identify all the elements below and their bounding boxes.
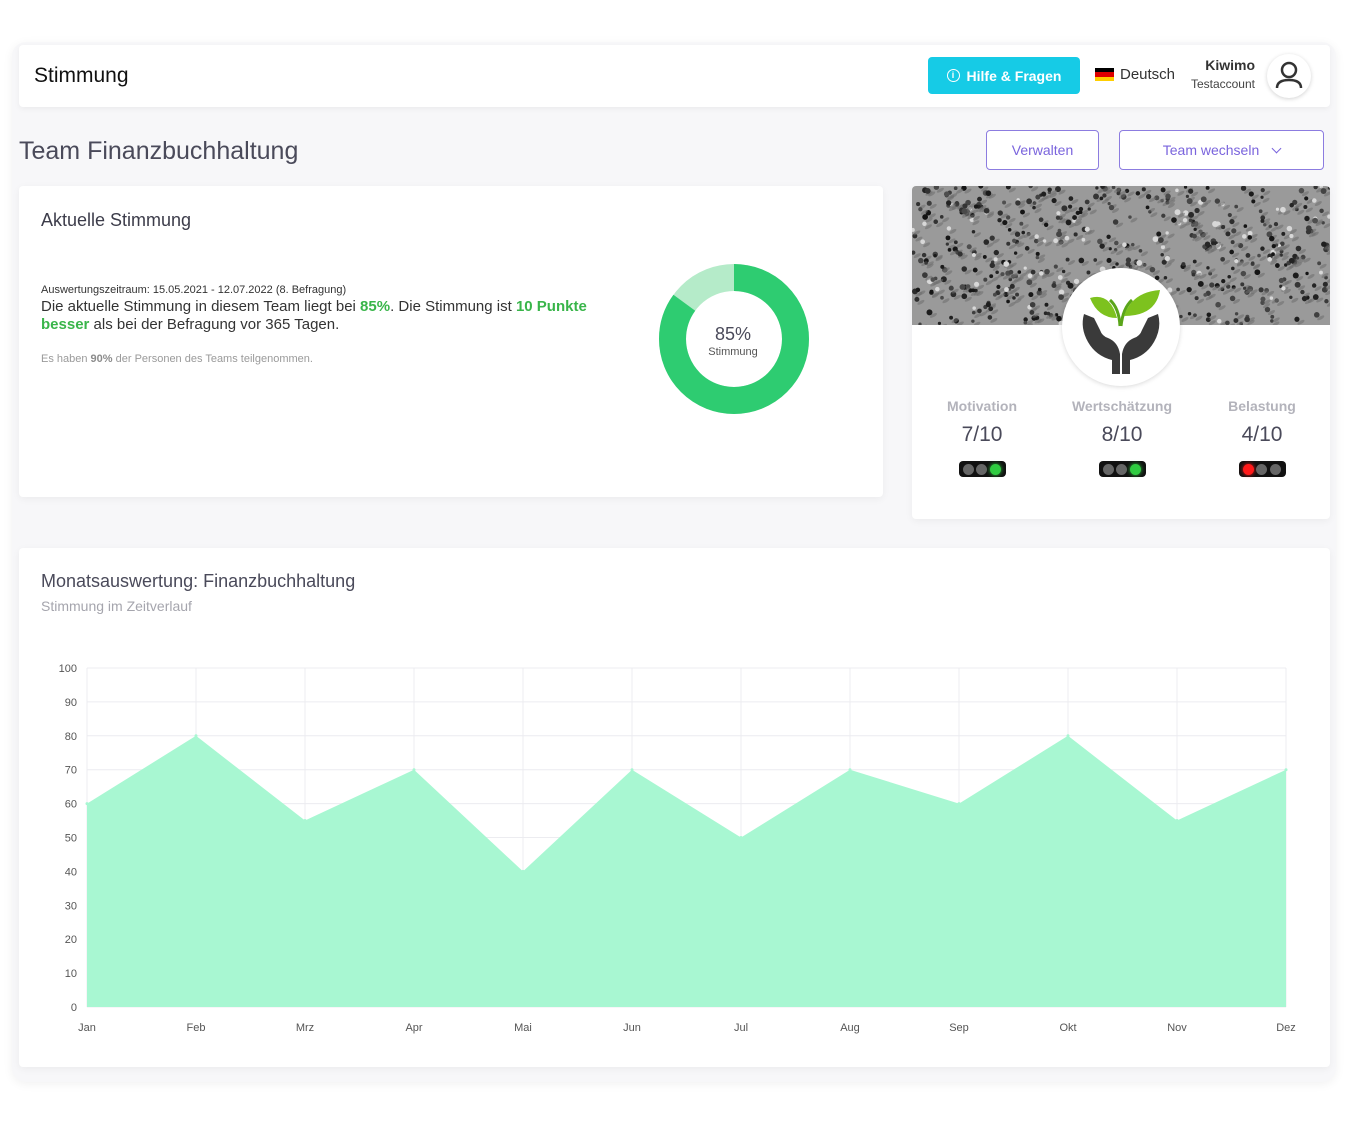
x-tick-label: Mai [514, 1022, 532, 1034]
help-button-label: Hilfe & Fragen [966, 67, 1062, 84]
y-tick-label: 100 [59, 663, 77, 675]
x-tick-label: Sep [949, 1022, 969, 1034]
data-point [1175, 819, 1179, 823]
german-flag-icon [1095, 68, 1114, 81]
participation-text: Es haben [41, 353, 91, 365]
caring-hands-plant-icon [1082, 290, 1160, 374]
metric-label: Motivation [947, 398, 1017, 414]
team-logo [1062, 268, 1180, 386]
x-tick-label: Okt [1059, 1022, 1076, 1034]
user-icon [1275, 61, 1303, 89]
team-profile-card: Motivation 7/10 Wertschätzung 8/10 Belas… [912, 186, 1330, 519]
monthly-subtitle: Stimmung im Zeitverlauf [41, 598, 192, 614]
y-tick-label: 20 [65, 934, 77, 946]
data-point [194, 734, 198, 738]
crowd-photo [912, 186, 1330, 325]
data-point [739, 836, 743, 839]
avatar[interactable] [1267, 54, 1311, 98]
metric-value: 4/10 [1241, 423, 1283, 446]
donut-center: 85% Stimmung [687, 324, 779, 358]
mood-donut-chart [659, 264, 809, 414]
data-point [1284, 768, 1288, 772]
help-button[interactable]: i Hilfe & Fragen [928, 57, 1080, 94]
statement-percent: 85% [360, 298, 391, 315]
manage-button-label: Verwalten [1011, 142, 1074, 158]
monthly-heading: Monatsauswertung: Finanzbuchhaltung [41, 571, 356, 591]
metric-value: 8/10 [1101, 423, 1143, 446]
participation-text: der Personen des Teams teilgenommen. [112, 353, 313, 365]
app-title: Stimmung [34, 64, 129, 87]
metric-label: Belastung [1228, 398, 1296, 414]
switch-team-button[interactable]: Team wechseln [1119, 130, 1324, 170]
metric-value: 7/10 [961, 423, 1003, 446]
current-mood-heading: Aktuelle Stimmung [41, 210, 192, 230]
mood-statement: Die aktuelle Stimmung in diesem Team lie… [41, 298, 601, 334]
x-tick-label: Apr [405, 1022, 422, 1034]
donut-value-arc [659, 264, 809, 414]
monthly-evaluation-card: Monatsauswertung: Finanzbuchhaltung Stim… [19, 548, 1330, 1067]
metric-label: Wertschätzung [1071, 398, 1173, 414]
user-account: Testaccount [1190, 77, 1255, 91]
statement-text: als bei der Befragung vor 365 Tagen. [89, 316, 340, 333]
info-icon: i [946, 69, 960, 82]
switch-team-label: Team wechseln [1162, 142, 1260, 158]
chevron-down-icon [1271, 143, 1282, 153]
x-tick-label: Jul [734, 1022, 748, 1034]
y-tick-label: 60 [65, 799, 77, 811]
statement-diff: 10 Punkte besser [41, 298, 587, 333]
data-point [303, 819, 307, 823]
x-tick-label: Jun [623, 1022, 641, 1034]
data-point [1066, 734, 1070, 738]
traffic-light-icon [1238, 461, 1286, 477]
x-tick-label: Nov [1167, 1022, 1187, 1034]
traffic-light-icon [1098, 461, 1146, 477]
mood-area-chart: 0 10 20 30 40 50 60 70 80 90 100 Jan Feb Mrz Apr Mai Jun… [59, 663, 1296, 1034]
y-tick-label: 10 [65, 968, 77, 980]
statement-text: . Die Stimmung ist [390, 298, 516, 315]
x-tick-label: Dez [1276, 1022, 1296, 1034]
donut-percent: 85% [714, 324, 752, 344]
series-area [87, 735, 1286, 1007]
user-info[interactable]: Kiwimo Testaccount [1185, 57, 1255, 91]
x-tick-label: Mrz [296, 1022, 314, 1034]
participation-note: Es haben 90% der Personen des Teams teil… [41, 353, 313, 365]
top-bar: Stimmung i Hilfe & Fragen Deutsch Kiwimo… [19, 45, 1330, 107]
language-label: Deutsch [1120, 66, 1176, 83]
manage-button[interactable]: Verwalten [986, 130, 1099, 170]
metric-workload: Belastung 4/10 [1192, 398, 1330, 477]
data-point [521, 869, 525, 873]
participation-percent: 90% [90, 353, 113, 365]
language-selector[interactable]: Deutsch [1095, 66, 1175, 83]
data-point [957, 802, 961, 806]
data-point [412, 768, 416, 772]
team-title: Team Finanzbuchhaltung [19, 137, 299, 165]
y-tick-label: 80 [65, 731, 77, 743]
data-point [630, 768, 634, 772]
metric-motivation: Motivation 7/10 [912, 398, 1052, 477]
data-point [85, 802, 89, 806]
data-point [848, 768, 852, 772]
y-tick-label: 50 [65, 833, 77, 845]
x-tick-label: Feb [187, 1022, 206, 1034]
traffic-light-icon [958, 461, 1006, 477]
y-tick-label: 70 [65, 765, 77, 777]
y-tick-label: 30 [65, 900, 77, 912]
y-tick-label: 40 [65, 866, 77, 878]
current-mood-card: Aktuelle Stimmung Auswertungszeitraum: 1… [19, 186, 883, 497]
donut-label: Stimmung [708, 346, 758, 358]
y-tick-label: 90 [65, 697, 77, 709]
metric-appreciation: Wertschätzung 8/10 [1052, 398, 1192, 477]
x-tick-label: Jan [78, 1022, 96, 1034]
evaluation-period: Auswertungszeitraum: 15.05.2021 - 12.07.… [41, 284, 347, 296]
x-tick-label: Aug [840, 1022, 860, 1034]
user-name: Kiwimo [1205, 57, 1255, 73]
y-tick-label: 0 [71, 1002, 77, 1014]
statement-text: Die aktuelle Stimmung in diesem Team lie… [41, 298, 361, 315]
